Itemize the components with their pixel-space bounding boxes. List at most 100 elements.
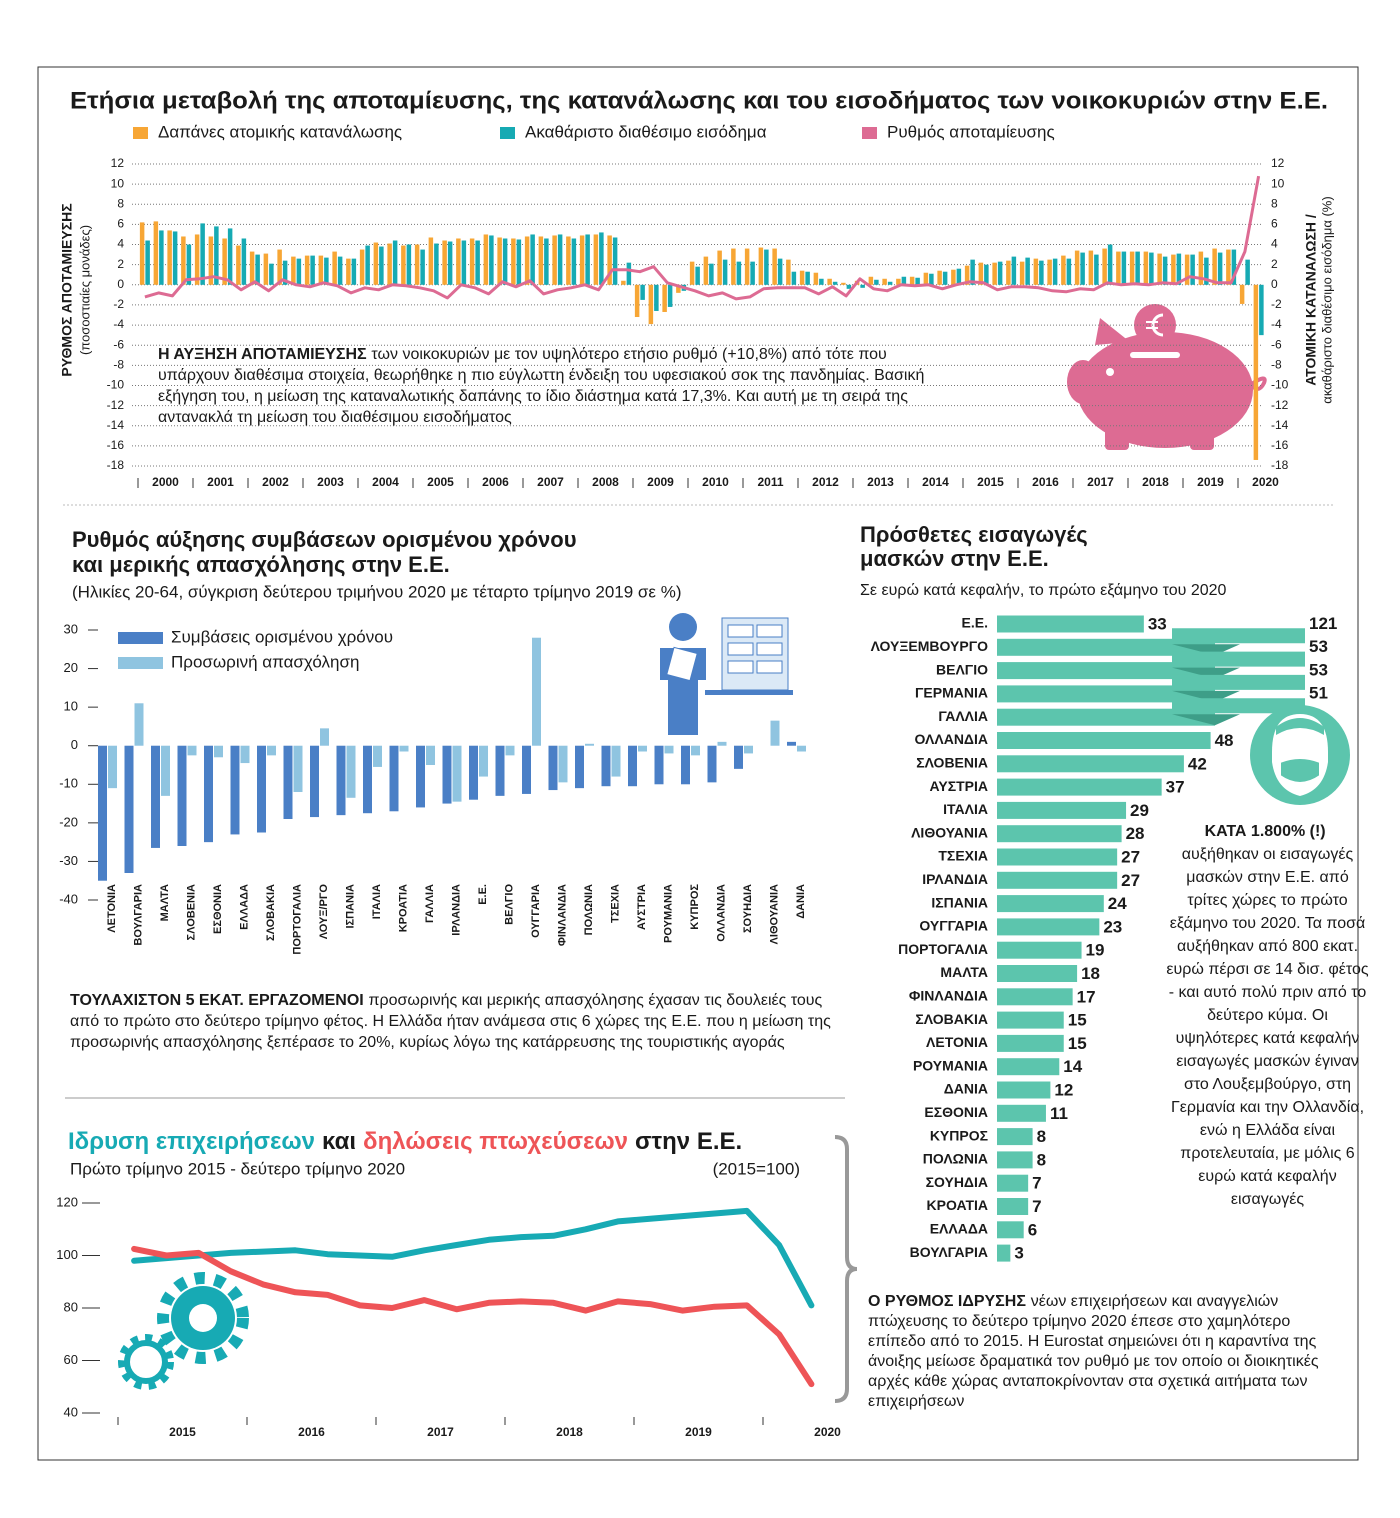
bar	[611, 745, 621, 777]
bar	[1102, 248, 1107, 285]
category-label: ΑΥΣΤΡΙΑ	[930, 778, 988, 794]
value-label: 12	[1054, 1080, 1073, 1099]
y2-axis-subtitle: ακαθάριστο διαθέσιμο εισόδημα (%)	[1319, 196, 1334, 403]
bar	[1149, 252, 1154, 285]
y-tick-label: -10	[107, 378, 125, 392]
value-label: 29	[1130, 801, 1149, 820]
y-tick-label: 2	[117, 257, 124, 271]
bar	[230, 745, 240, 835]
bar	[628, 745, 637, 787]
value-label: 27	[1121, 871, 1140, 890]
bar	[770, 720, 780, 746]
x-tick-label: 2004	[372, 475, 399, 489]
bar	[1094, 254, 1099, 285]
bar	[522, 745, 531, 794]
value-label: 15	[1068, 1034, 1087, 1053]
bar	[387, 243, 392, 285]
bar-break	[1172, 644, 1240, 656]
bar	[654, 745, 664, 785]
y-tick-label: 8	[117, 196, 124, 210]
bar	[841, 282, 846, 285]
category-label: ΕΛΛΑΔΑ	[930, 1221, 988, 1237]
x-tick-label: ΡΟΥΜΑΝΙΑ	[662, 884, 674, 943]
bar	[161, 745, 170, 796]
x-tick-label: ΛΙΘΟΥΑΝΙΑ	[768, 884, 780, 944]
bar	[786, 259, 791, 285]
value-label: 53	[1309, 660, 1328, 679]
bar	[1217, 252, 1223, 285]
bar	[416, 745, 425, 808]
bar	[257, 745, 266, 833]
bar	[640, 284, 645, 300]
annotation-lead: Η ΑΥΞΗΣΗ ΑΠΟΤΑΜΙΕΥΣΗΣ	[158, 346, 367, 363]
line	[131, 1245, 815, 1388]
category-label: ΟΛΛΑΝΔΙΑ	[915, 731, 988, 747]
bar	[434, 243, 439, 285]
x-tick-label: 2020	[1252, 475, 1279, 489]
bar	[571, 238, 577, 285]
bar	[1011, 256, 1017, 285]
bar	[1198, 251, 1204, 285]
bar	[634, 284, 640, 318]
bar	[896, 278, 901, 285]
bar	[236, 245, 241, 285]
x-tick-label: ΔΑΝΙΑ	[795, 884, 807, 919]
bar	[791, 271, 797, 285]
bar	[621, 280, 626, 285]
value-label: 17	[1077, 987, 1096, 1006]
bar	[359, 249, 365, 285]
bar	[401, 245, 406, 285]
bar	[764, 249, 769, 285]
bar	[956, 268, 962, 285]
bar	[365, 245, 370, 285]
y2-tick-label: -16	[1271, 438, 1289, 452]
bar	[502, 238, 508, 285]
bar	[951, 269, 956, 285]
category-label: ΜΑΛΤΑ	[940, 964, 988, 980]
bar	[681, 745, 690, 785]
x-tick-label: 2011	[757, 475, 783, 489]
y-tick-label: -12	[107, 398, 125, 412]
category-label: ΚΡΟΑΤΙΑ	[927, 1197, 988, 1213]
category-label: ΣΛΟΒΑΚΙΑ	[915, 1011, 988, 1027]
bar-break	[1172, 628, 1305, 644]
y-tick-label: 10	[64, 699, 78, 714]
value-label: 7	[1032, 1197, 1041, 1216]
bar	[145, 240, 150, 285]
bar	[601, 745, 611, 787]
bar	[426, 745, 435, 765]
y-tick-label: -16	[107, 438, 125, 452]
bar	[187, 745, 197, 756]
x-tick-label: ΑΥΣΤΡΙΑ	[636, 884, 648, 930]
bar	[1239, 284, 1245, 304]
bar	[937, 270, 942, 285]
bar	[310, 745, 319, 818]
bar	[263, 253, 269, 285]
bar	[832, 281, 838, 285]
y2-tick-label: -6	[1271, 337, 1282, 351]
bar	[186, 244, 192, 285]
bar	[532, 637, 541, 746]
bar	[495, 745, 505, 796]
bar	[827, 278, 832, 285]
bar	[599, 232, 604, 285]
value-label: 6	[1028, 1220, 1037, 1239]
bar-break	[1172, 667, 1240, 679]
annotation-text: αυξήθηκαν οι εισαγωγές μασκών στην Ε.Ε. …	[1166, 846, 1369, 1208]
y-tick-label: 120	[56, 1194, 78, 1209]
line	[131, 1207, 815, 1309]
bar	[787, 741, 796, 746]
bar	[324, 257, 329, 285]
bar	[1135, 251, 1140, 285]
bar	[1171, 254, 1176, 285]
bar	[744, 248, 750, 285]
bar	[997, 1151, 1033, 1169]
chart-title: Πρόσθετες εισαγωγές	[860, 522, 1088, 547]
bar	[227, 228, 233, 285]
value-label: 27	[1121, 847, 1140, 866]
bar	[819, 278, 824, 285]
bar	[516, 239, 522, 285]
bar	[664, 745, 674, 754]
bar	[1052, 258, 1058, 285]
bar	[420, 249, 425, 285]
